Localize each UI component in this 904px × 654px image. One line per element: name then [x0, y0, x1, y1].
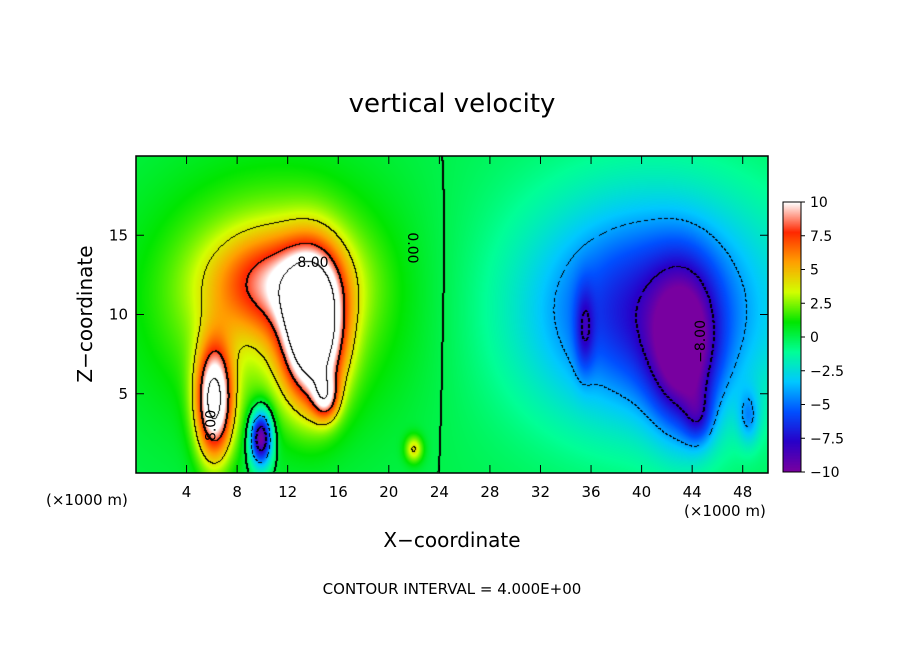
- plot-area: 8.008.000.00−8.00 4 8 12 16 20 24 28 32 36 40 44 48…: [109, 155, 769, 501]
- x-axis-label: X−coordinate: [383, 528, 520, 552]
- x-tick-label: 40: [632, 483, 651, 501]
- contour-label: 8.00: [297, 255, 328, 271]
- x-tick-label: 24: [430, 483, 449, 501]
- colorbar-tick-label: −7.5: [810, 431, 844, 447]
- x-tick-label: 36: [581, 483, 600, 501]
- x-tick-label: 4: [182, 483, 192, 501]
- contour-label: 0.00: [404, 232, 420, 263]
- y-axis-ticks: 5 10 15: [109, 226, 768, 403]
- colorbar-tick-label: −5: [810, 398, 831, 414]
- chart-title: vertical velocity: [349, 89, 556, 119]
- colorbar-tick-label: −2.5: [810, 364, 844, 380]
- colorbar: 10 7.5 5 2.5 0 −2.5 −5 −7.5 −10: [782, 195, 844, 481]
- colorbar-tick-label: −10: [810, 465, 840, 481]
- y-tick-label: 5: [118, 385, 128, 403]
- colorbar-tick-label: 5: [810, 263, 819, 279]
- x-tick-label: 44: [683, 483, 702, 501]
- x-tick-label: 48: [733, 483, 752, 501]
- x-tick-label: 20: [379, 483, 398, 501]
- colorbar-tick-label: 10: [810, 195, 828, 211]
- x-tick-label: 32: [531, 483, 550, 501]
- y-tick-label: 10: [109, 306, 128, 324]
- colorbar-ticks: 10 7.5 5 2.5 0 −2.5 −5 −7.5 −10: [801, 195, 844, 481]
- x-tick-label: 12: [278, 483, 297, 501]
- colorbar-tick-label: 0: [810, 330, 819, 346]
- velocity-field-heatmap: [136, 156, 768, 473]
- x-tick-label: 28: [480, 483, 499, 501]
- contour-labels: 8.00 8.00 0.00 −8.00: [204, 232, 709, 441]
- contour-label: −8.00: [693, 320, 709, 363]
- x-axis-ticks: 4 8 12 16 20 24 28 32 36 40 44 48: [182, 156, 752, 501]
- x-unit-left: (×1000 m): [46, 491, 128, 509]
- y-tick-label: 15: [109, 226, 128, 244]
- colorbar-tick-label: 2.5: [810, 296, 832, 312]
- contour-interval-note: CONTOUR INTERVAL = 4.000E+00: [323, 580, 582, 598]
- contour-label: 8.00: [204, 410, 220, 441]
- colorbar-tick-label: 7.5: [810, 229, 832, 245]
- x-unit-right: (×1000 m): [684, 502, 766, 520]
- x-tick-label: 16: [329, 483, 348, 501]
- colorbar-gradient: [783, 202, 801, 472]
- x-tick-label: 8: [232, 483, 242, 501]
- y-axis-label: Z−coordinate: [73, 245, 97, 382]
